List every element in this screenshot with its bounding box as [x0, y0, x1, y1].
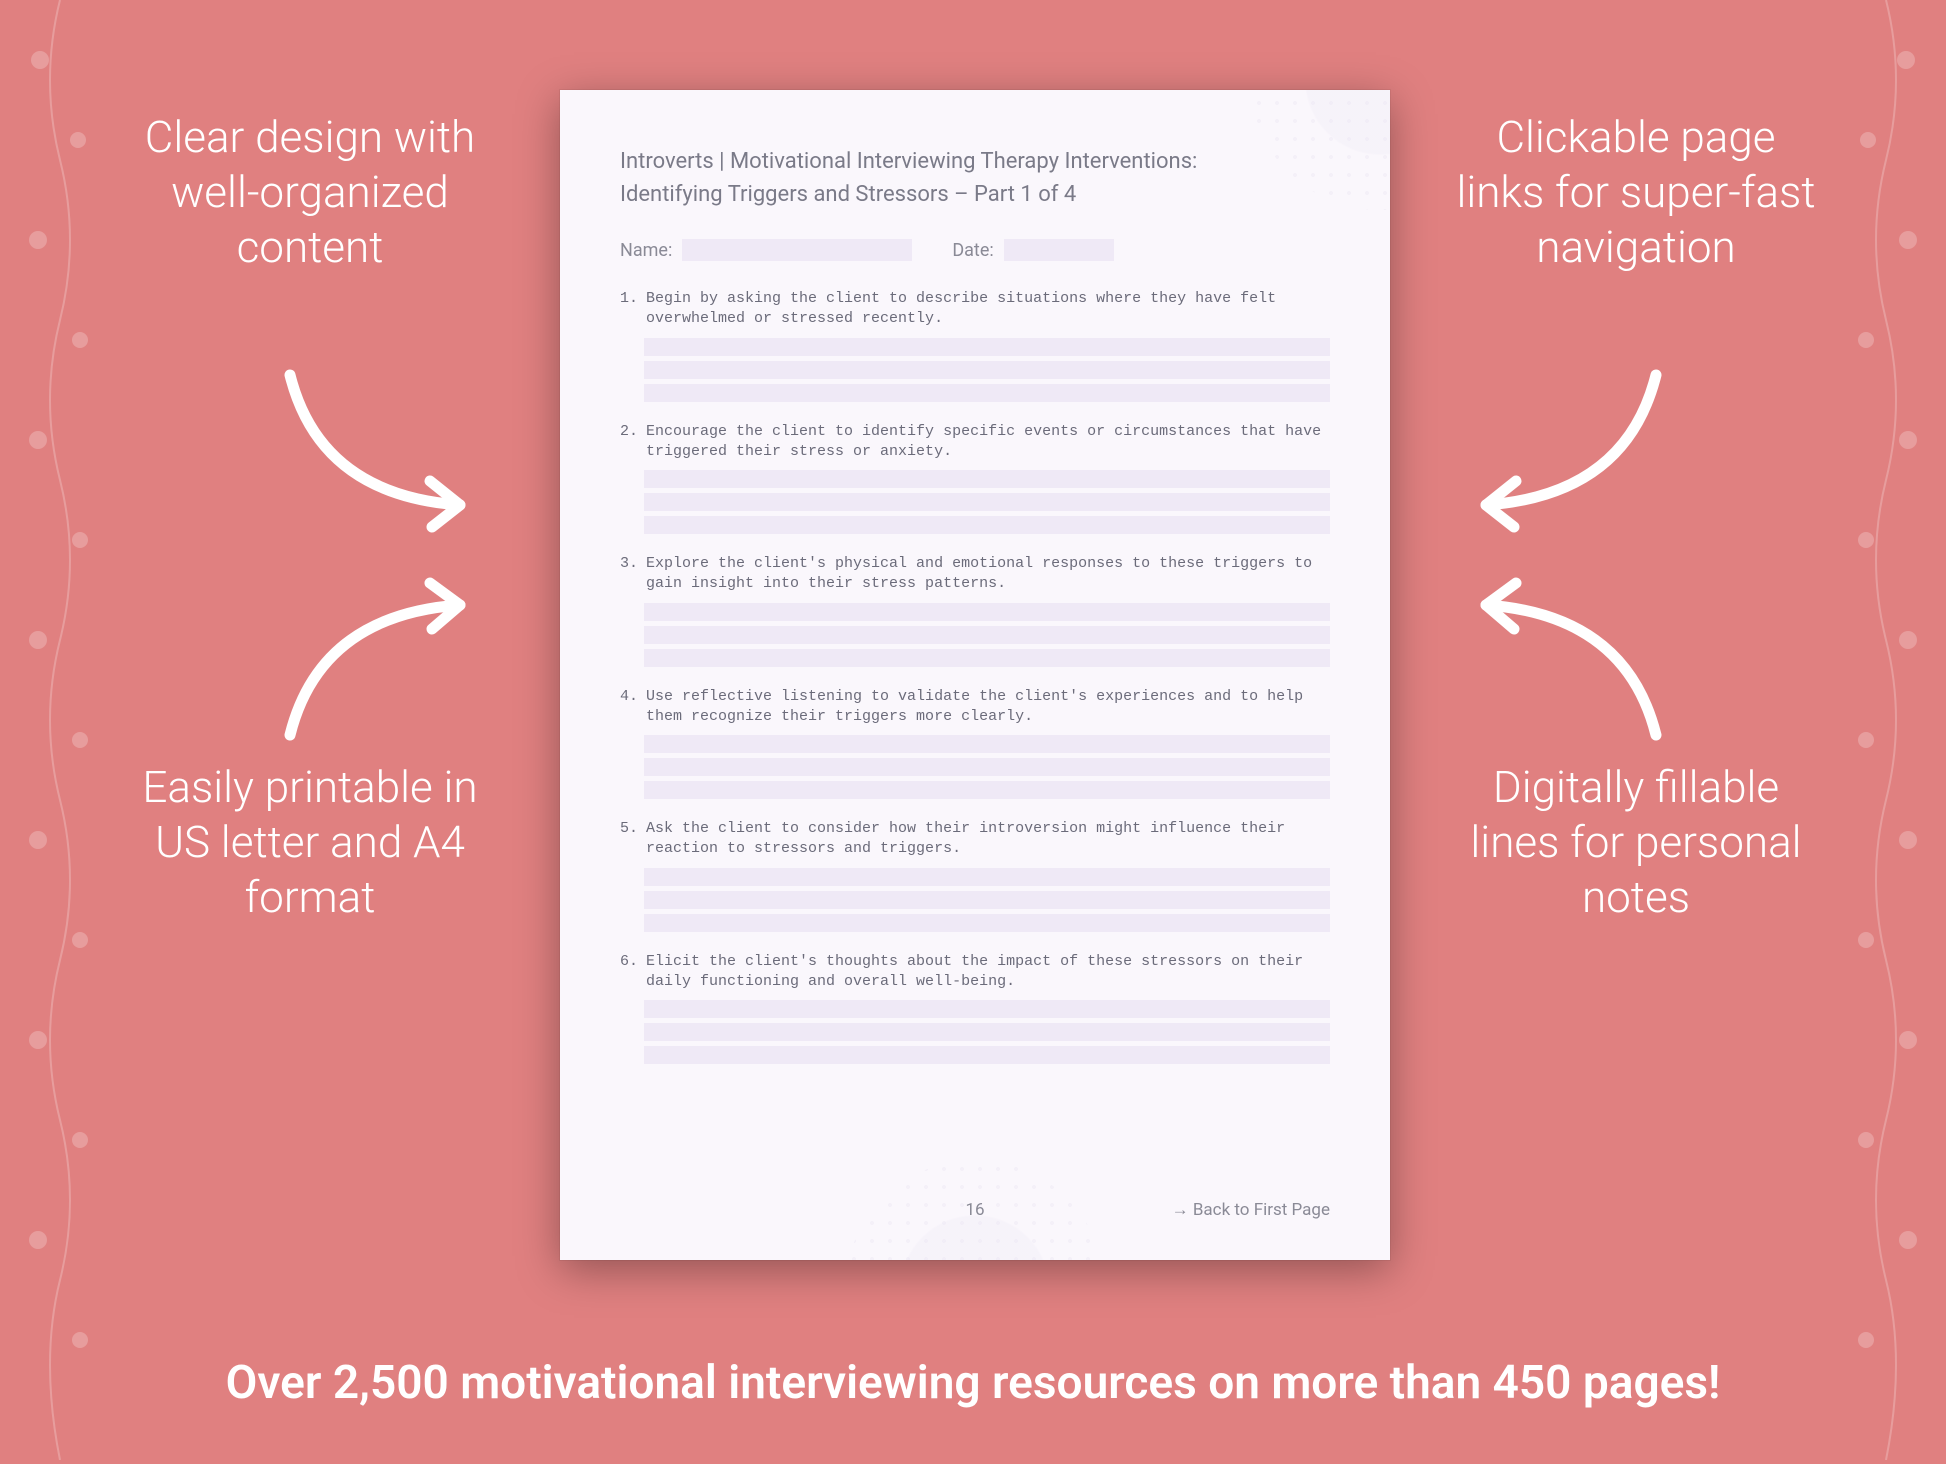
answer-line[interactable] — [644, 384, 1330, 402]
question-list: 1.Begin by asking the client to describe… — [620, 289, 1330, 1064]
answer-line[interactable] — [644, 868, 1330, 886]
infographic-stage: Clear design with well-organized content… — [0, 0, 1946, 1460]
document-page: Introverts | Motivational Interviewing T… — [560, 90, 1390, 1260]
answer-line[interactable] — [644, 781, 1330, 799]
answer-line[interactable] — [644, 1046, 1330, 1064]
question-item: 1.Begin by asking the client to describe… — [620, 289, 1330, 402]
arrow-bottom-left — [260, 575, 490, 755]
page-footer: 16 → Back to First Page — [620, 1200, 1330, 1220]
answer-lines — [620, 603, 1330, 667]
answer-line[interactable] — [644, 361, 1330, 379]
question-number: 5. — [620, 819, 638, 860]
answer-lines — [620, 1000, 1330, 1064]
answer-line[interactable] — [644, 914, 1330, 932]
page-number: 16 — [965, 1200, 984, 1220]
question-item: 2.Encourage the client to identify speci… — [620, 422, 1330, 535]
question-number: 2. — [620, 422, 638, 463]
date-label: Date: — [952, 240, 993, 261]
callout-top-left: Clear design with well-organized content — [130, 110, 490, 275]
callout-top-right: Clickable page links for super-fast navi… — [1456, 110, 1816, 275]
question-row: 1.Begin by asking the client to describe… — [620, 289, 1330, 330]
answer-line[interactable] — [644, 1000, 1330, 1018]
question-row: 6.Elicit the client's thoughts about the… — [620, 952, 1330, 993]
question-text: Explore the client's physical and emotio… — [646, 554, 1330, 595]
answer-lines — [620, 338, 1330, 402]
question-row: 5.Ask the client to consider how their i… — [620, 819, 1330, 860]
answer-line[interactable] — [644, 891, 1330, 909]
answer-line[interactable] — [644, 649, 1330, 667]
floral-left — [0, 0, 120, 1460]
answer-line[interactable] — [644, 626, 1330, 644]
question-item: 6.Elicit the client's thoughts about the… — [620, 952, 1330, 1065]
answer-line[interactable] — [644, 470, 1330, 488]
name-input[interactable] — [682, 239, 912, 261]
question-item: 4.Use reflective listening to validate t… — [620, 687, 1330, 800]
question-item: 3.Explore the client's physical and emot… — [620, 554, 1330, 667]
question-number: 4. — [620, 687, 638, 728]
date-field: Date: — [952, 239, 1113, 261]
question-text: Elicit the client's thoughts about the i… — [646, 952, 1330, 993]
answer-line[interactable] — [644, 493, 1330, 511]
meta-row: Name: Date: — [620, 239, 1330, 261]
question-number: 3. — [620, 554, 638, 595]
answer-line[interactable] — [644, 516, 1330, 534]
arrow-bottom-right — [1456, 575, 1686, 755]
date-input[interactable] — [1004, 239, 1114, 261]
question-row: 4.Use reflective listening to validate t… — [620, 687, 1330, 728]
question-text: Ask the client to consider how their int… — [646, 819, 1330, 860]
bottom-banner: Over 2,500 motivational interviewing res… — [0, 1356, 1946, 1410]
name-label: Name: — [620, 240, 672, 261]
question-text: Encourage the client to identify specifi… — [646, 422, 1330, 463]
callout-bottom-right: Digitally fillable lines for personal no… — [1456, 760, 1816, 925]
arrow-top-left — [260, 355, 490, 535]
question-number: 6. — [620, 952, 638, 993]
question-number: 1. — [620, 289, 638, 330]
callout-bottom-left: Easily printable in US letter and A4 for… — [130, 760, 490, 925]
name-field: Name: — [620, 239, 912, 261]
answer-line[interactable] — [644, 603, 1330, 621]
question-text: Use reflective listening to validate the… — [646, 687, 1330, 728]
document-title: Introverts | Motivational Interviewing T… — [620, 145, 1330, 211]
question-text: Begin by asking the client to describe s… — [646, 289, 1330, 330]
question-row: 3.Explore the client's physical and emot… — [620, 554, 1330, 595]
answer-line[interactable] — [644, 338, 1330, 356]
document-title-line1: Introverts | Motivational Interviewing T… — [620, 149, 1197, 174]
question-item: 5.Ask the client to consider how their i… — [620, 819, 1330, 932]
answer-line[interactable] — [644, 758, 1330, 776]
answer-line[interactable] — [644, 735, 1330, 753]
answer-lines — [620, 735, 1330, 799]
answer-lines — [620, 470, 1330, 534]
back-to-first-link[interactable]: → Back to First Page — [1172, 1200, 1330, 1220]
floral-right — [1826, 0, 1946, 1460]
arrow-top-right — [1456, 355, 1686, 535]
document-title-line2: Identifying Triggers and Stressors – Par… — [620, 182, 1076, 207]
answer-line[interactable] — [644, 1023, 1330, 1041]
answer-lines — [620, 868, 1330, 932]
question-row: 2.Encourage the client to identify speci… — [620, 422, 1330, 463]
